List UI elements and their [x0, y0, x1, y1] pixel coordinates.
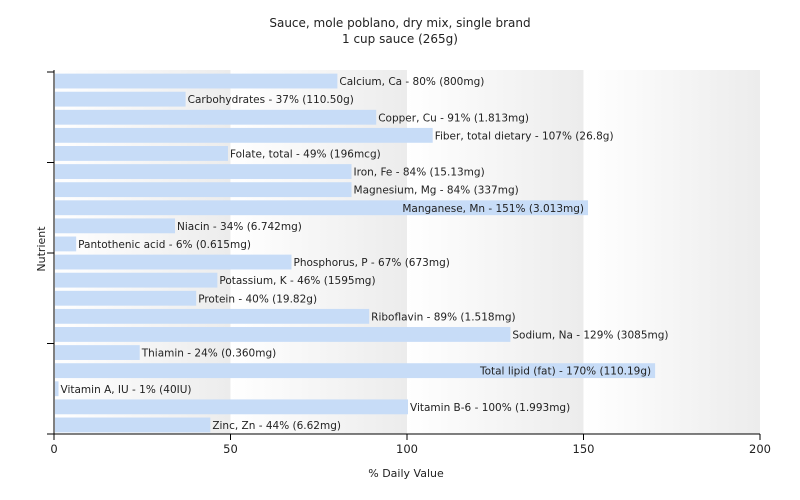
bar — [55, 345, 140, 360]
bar — [55, 327, 511, 342]
bar-label: Thiamin - 24% (0.360mg) — [141, 348, 277, 360]
bar-label: Potassium, K - 46% (1595mg) — [219, 275, 375, 287]
bar — [55, 164, 352, 179]
bar-label: Pantothenic acid - 6% (0.615mg) — [78, 239, 251, 251]
bar-label: Copper, Cu - 91% (1.813mg) — [378, 112, 529, 124]
bar — [55, 73, 338, 89]
bar-label: Vitamin B-6 - 100% (1.993mg) — [410, 402, 570, 414]
bar — [55, 290, 197, 306]
plot-band — [407, 70, 584, 434]
bar — [55, 308, 370, 324]
chart-subtitle: 1 cup sauce (265g) — [342, 32, 458, 46]
bar — [55, 182, 352, 198]
bar — [55, 399, 408, 415]
bar — [55, 200, 589, 216]
plot-band — [583, 70, 760, 434]
bar-label: Phosphorus, P - 67% (673mg) — [294, 257, 450, 269]
x-tick-label: 200 — [749, 442, 771, 456]
bar — [55, 218, 176, 234]
bar — [55, 254, 292, 270]
bar-label: Fiber, total dietary - 107% (26.8g) — [435, 130, 614, 142]
bar — [55, 109, 377, 125]
bar — [55, 146, 228, 161]
chart-title-block: Sauce, mole poblano, dry mix, single bra… — [0, 15, 800, 47]
axes-group: 0 50 100 150 200 — [47, 70, 771, 456]
bar-label: Zinc, Zn - 44% (6.62mg) — [212, 420, 341, 432]
bar-label: Folate, total - 49% (196mcg) — [230, 148, 381, 160]
x-tick-label: 50 — [223, 442, 238, 456]
bar-label: Total lipid (fat) - 170% (110.19g) — [479, 366, 651, 378]
bar-label: Niacin - 34% (6.742mg) — [177, 221, 302, 233]
bars-group: Calcium, Ca - 80% (800mg) Carbohydrates -… — [55, 73, 669, 433]
bar-label: Riboflavin - 89% (1.518mg) — [371, 311, 515, 323]
bar — [55, 236, 77, 252]
bar-label: Protein - 40% (19.82g) — [198, 293, 317, 305]
bar-label: Iron, Fe - 84% (15.13mg) — [354, 167, 485, 179]
x-tick-label: 100 — [396, 442, 418, 456]
y-axis-label: Nutrient — [35, 226, 48, 272]
chart-title: Sauce, mole poblano, dry mix, single bra… — [269, 16, 531, 30]
bar — [55, 127, 433, 143]
bar-label: Sodium, Na - 129% (3085mg) — [512, 329, 668, 341]
bar-label: Calcium, Ca - 80% (800mg) — [339, 76, 484, 88]
bar — [55, 91, 186, 107]
x-axis-label: % Daily Value — [368, 467, 444, 480]
bar — [55, 272, 218, 288]
bar — [55, 417, 211, 433]
x-tick-label: 0 — [50, 442, 57, 456]
x-tick-label: 150 — [573, 442, 595, 456]
bar-label: Magnesium, Mg - 84% (337mg) — [354, 185, 519, 197]
bar — [55, 381, 59, 397]
bar — [55, 363, 656, 379]
bar-label: Vitamin A, IU - 1% (40IU) — [61, 384, 192, 396]
bar-label: Manganese, Mn - 151% (3.013mg) — [402, 203, 584, 215]
bar-label: Carbohydrates - 37% (110.50g) — [188, 94, 354, 106]
